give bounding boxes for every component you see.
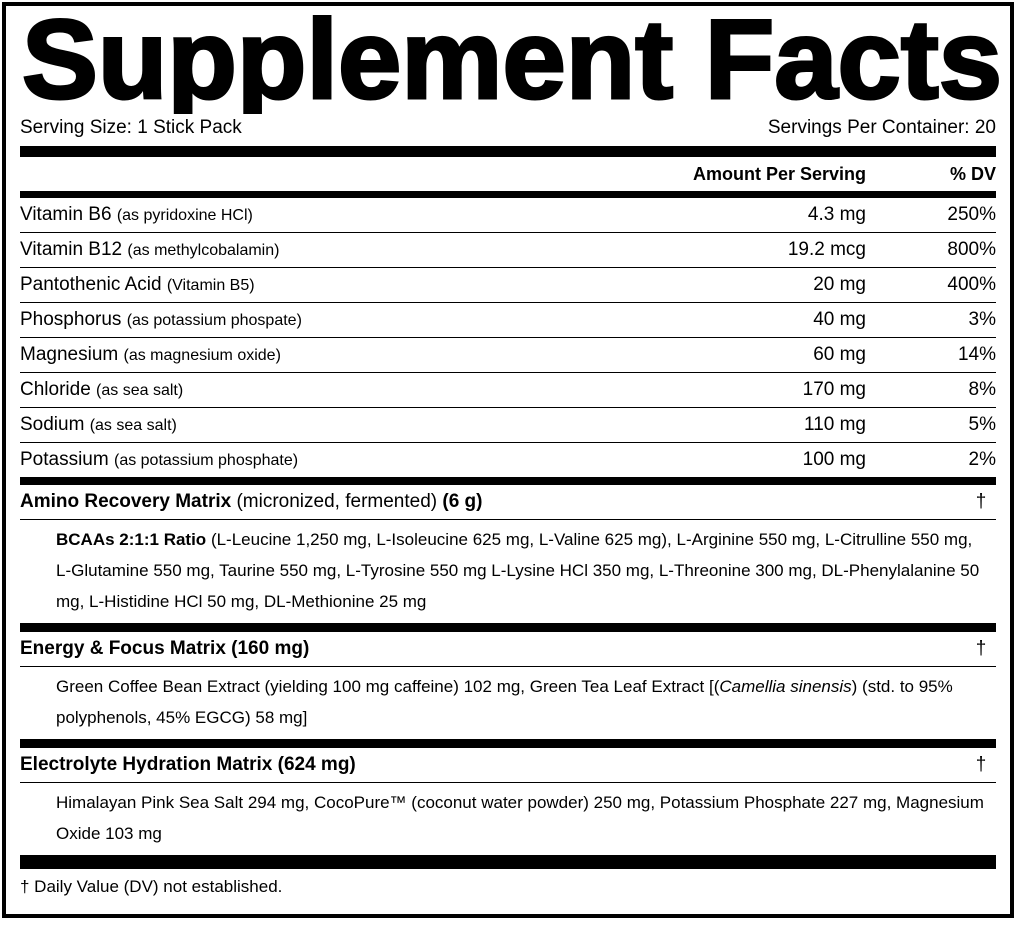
- amount: 170 mg: [802, 379, 866, 400]
- nutrient-cell: Pantothenic Acid (Vitamin B5): [20, 268, 656, 302]
- nutrient-table: Vitamin B6 (as pyridoxine HCl) 4.3 mg 250%…: [20, 198, 996, 477]
- blend-detail-part: Camellia sinensis: [719, 677, 852, 696]
- blend-title-part: Electrolyte Hydration Matrix (624 mg): [20, 754, 356, 775]
- dagger: †: [975, 754, 987, 775]
- blend-detail-part: BCAAs 2:1:1 Ratio: [56, 530, 207, 549]
- daily-value: 250%: [947, 204, 996, 225]
- blend-detail-part: (L-Leucine 1,250 mg, L-Isoleucine 625 mg…: [56, 530, 980, 611]
- blend-title-part: Energy & Focus Matrix (160 mg): [20, 638, 310, 659]
- nutrient-cell: Phosphorus (as potassium phospate): [20, 303, 656, 337]
- daily-value: 8%: [968, 379, 996, 400]
- nutrient-cell: Vitamin B12 (as methylcobalamin): [20, 233, 656, 267]
- amount: 110 mg: [804, 414, 866, 435]
- daily-value: 14%: [957, 344, 996, 365]
- nutrient-row: Pantothenic Acid (Vitamin B5) 20 mg 400%: [20, 268, 996, 303]
- title: Supplement Facts: [22, 6, 1002, 114]
- dv-header: % DV: [949, 164, 996, 184]
- dagger: †: [975, 491, 987, 512]
- amount: 60 mg: [813, 344, 866, 365]
- supplement-facts-label: Supplement Facts Serving Size: 1 Stick P…: [2, 2, 1014, 918]
- nutrient-row: Magnesium (as magnesium oxide) 60 mg 14%: [20, 338, 996, 373]
- daily-value: 3%: [968, 309, 996, 330]
- nutrient-row: Sodium (as sea salt) 110 mg 5%: [20, 408, 996, 443]
- footnote: † Daily Value (DV) not established.: [20, 877, 283, 896]
- servings-per-container: Servings Per Container: 20: [767, 117, 996, 138]
- nutrient-cell: Magnesium (as magnesium oxide): [20, 338, 656, 372]
- daily-value: 800%: [947, 239, 996, 260]
- nutrient-source: (as magnesium oxide): [123, 347, 281, 364]
- nutrient-source: (Vitamin B5): [166, 277, 255, 294]
- nutrient-name: Magnesium: [20, 344, 119, 365]
- blend-details: BCAAs 2:1:1 Ratio (L-Leucine 1,250 mg, L…: [20, 520, 996, 623]
- thick-rule: [20, 855, 996, 869]
- amount: 20 mg: [813, 274, 866, 295]
- blend-details: Green Coffee Bean Extract (yielding 100 …: [20, 667, 996, 739]
- nutrient-cell: Vitamin B6 (as pyridoxine HCl): [20, 198, 656, 232]
- amount: 100 mg: [802, 449, 866, 470]
- nutrient-name: Chloride: [20, 379, 91, 400]
- nutrient-row: Chloride (as sea salt) 170 mg 8%: [20, 373, 996, 408]
- blend-detail-part: ) (std. to 95% polyphenols, 45% EGCG) 58…: [56, 677, 953, 727]
- nutrient-cell: Sodium (as sea salt): [20, 408, 656, 442]
- thick-rule: [20, 739, 996, 748]
- nutrient-cell: Potassium (as potassium phosphate): [20, 443, 656, 477]
- amount: 19.2 mcg: [787, 239, 866, 260]
- blend-detail-part: Himalayan Pink Sea Salt 294 mg, CocoPure…: [56, 793, 984, 843]
- blend-title: Amino Recovery Matrix (micronized, ferme…: [20, 485, 966, 519]
- nutrient-name: Sodium: [20, 414, 85, 435]
- spacer: [20, 157, 656, 191]
- blend-title-part: (micronized, fermented): [236, 491, 438, 512]
- blend-title: Electrolyte Hydration Matrix (624 mg): [20, 748, 966, 782]
- serving-size: Serving Size: 1 Stick Pack: [20, 117, 242, 138]
- column-header: Amount Per Serving % DV: [20, 157, 996, 191]
- nutrient-name: Potassium: [20, 449, 109, 470]
- nutrient-row: Vitamin B12 (as methylcobalamin) 19.2 mcg…: [20, 233, 996, 268]
- amount: 40 mg: [813, 309, 866, 330]
- dagger: †: [975, 638, 987, 659]
- daily-value: 5%: [968, 414, 996, 435]
- amount: 4.3 mg: [807, 204, 866, 225]
- nutrient-source: (as sea salt): [89, 417, 177, 434]
- blend-header: Electrolyte Hydration Matrix (624 mg) †: [20, 748, 996, 783]
- thick-rule: [20, 191, 996, 198]
- nutrient-source: (as methylcobalamin): [127, 242, 280, 259]
- blend-detail-part: Green Coffee Bean Extract (yielding 100 …: [56, 677, 720, 696]
- nutrient-row: Vitamin B6 (as pyridoxine HCl) 4.3 mg 250%: [20, 198, 996, 233]
- nutrient-source: (as sea salt): [96, 382, 184, 399]
- amount-header: Amount Per Serving: [692, 164, 866, 184]
- nutrient-cell: Chloride (as sea salt): [20, 373, 656, 407]
- blend-header: Energy & Focus Matrix (160 mg) †: [20, 632, 996, 667]
- nutrient-row: Phosphorus (as potassium phospate) 40 mg 3…: [20, 303, 996, 338]
- blend-title-part: (6 g): [442, 491, 483, 512]
- nutrient-name: Phosphorus: [20, 309, 122, 330]
- daily-value: 2%: [968, 449, 996, 470]
- title-area: Supplement Facts: [20, 6, 1004, 114]
- daily-value: 400%: [947, 274, 996, 295]
- nutrient-source: (as potassium phospate): [126, 312, 302, 329]
- title-svg: Supplement Facts: [21, 6, 1004, 114]
- nutrient-source: (as pyridoxine HCl): [116, 207, 253, 224]
- blend-title: Energy & Focus Matrix (160 mg): [20, 632, 966, 666]
- blend-details: Himalayan Pink Sea Salt 294 mg, CocoPure…: [20, 783, 996, 855]
- nutrient-name: Vitamin B6: [20, 204, 112, 225]
- nutrient-source: (as potassium phosphate): [113, 452, 299, 469]
- blends: Amino Recovery Matrix (micronized, ferme…: [20, 485, 996, 869]
- thick-rule: [20, 623, 996, 632]
- serving-info: Serving Size: 1 Stick Pack Servings Per …: [20, 114, 996, 142]
- thick-rule: [20, 146, 996, 157]
- blend-title-part: Amino Recovery Matrix: [20, 491, 232, 512]
- blend-header: Amino Recovery Matrix (micronized, ferme…: [20, 485, 996, 520]
- nutrient-row: Potassium (as potassium phosphate) 100 mg…: [20, 443, 996, 477]
- thick-rule: [20, 477, 996, 485]
- nutrient-name: Vitamin B12: [20, 239, 123, 260]
- nutrient-name: Pantothenic Acid: [20, 274, 162, 295]
